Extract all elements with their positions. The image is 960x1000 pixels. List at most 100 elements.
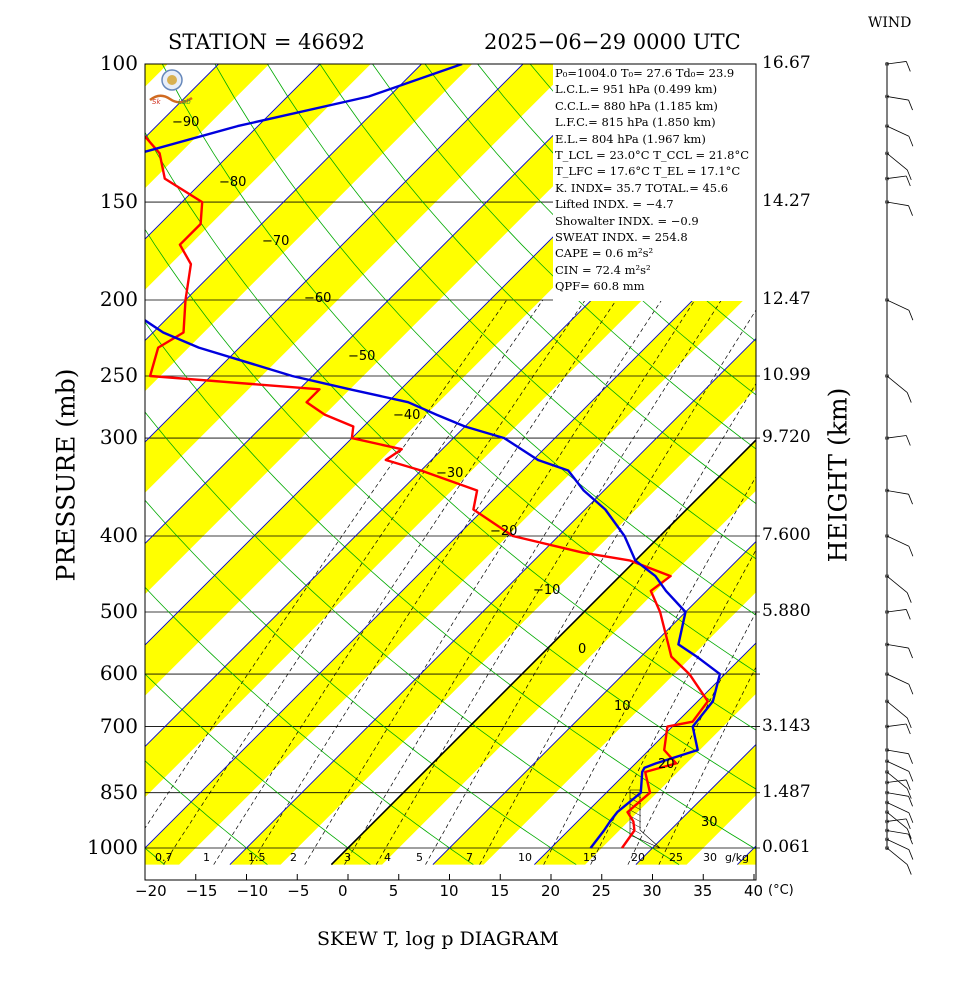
isotherm-label: −10 [533, 583, 561, 598]
mixing-ratio-line [145, 299, 508, 829]
index-line: C.C.L.= 880 hPa (1.185 km) [555, 98, 718, 113]
dry-adiabat [145, 499, 577, 865]
mixing-ratio-label: 4 [384, 851, 391, 864]
temperature-tick-label: 35 [693, 882, 713, 900]
pressure-tick-label: 850 [99, 779, 138, 804]
cape-area [629, 789, 661, 849]
temperature-tick-label: −5 [287, 882, 310, 900]
mixing-ratio-line [163, 299, 544, 865]
wind-barb [886, 375, 908, 393]
hatch-line [629, 821, 642, 829]
hatch-line [629, 803, 642, 811]
dry-adiabat [793, 64, 960, 865]
wind-barb-feather [905, 779, 911, 791]
height-tick-label: 5.880 [762, 600, 811, 621]
wind-barb [886, 847, 908, 865]
index-line: CAPE = 0.6 m²s² [555, 246, 654, 261]
dry-adiabat [145, 131, 756, 731]
pressure-tick-label: 500 [99, 598, 138, 623]
wind-barb [886, 839, 910, 850]
temperature-tick-label: 5 [388, 882, 399, 900]
wind-barb [886, 575, 908, 593]
pressure-tick-label: 250 [99, 362, 138, 387]
isotherm-label: −90 [172, 115, 200, 130]
zero-isotherm-line [330, 438, 756, 866]
pressure-tick-label: 300 [99, 425, 138, 450]
wind-barb-feather [906, 788, 912, 799]
height-tick-label: 7.600 [762, 525, 811, 545]
wind-barb-feather [906, 828, 912, 839]
mixing-ratio-label: 1.5 [248, 851, 266, 864]
height-tick-label: 14.27 [762, 191, 811, 212]
wind-barb [886, 830, 909, 835]
isotherm-line [940, 64, 960, 865]
isotherm-line [432, 540, 756, 865]
wind-barb [886, 153, 908, 171]
mixing-ratio-line [250, 299, 617, 865]
hatch-line [629, 809, 642, 817]
index-line: Lifted INDX. = −4.7 [555, 197, 674, 212]
isotherm-line [229, 337, 756, 865]
wind-barb [886, 201, 909, 207]
station-label: STATION = 46692 [168, 30, 365, 54]
wind-barb-feather [908, 796, 913, 807]
wind-barb [886, 96, 909, 101]
wind-barb [886, 701, 908, 719]
zero-isotherm [330, 438, 756, 866]
mixing-ratio-label: 7 [466, 851, 473, 864]
isotherm-line [839, 64, 960, 865]
wind-barb-feather [908, 494, 913, 505]
wind-barb [886, 723, 907, 727]
wind-barb [886, 771, 908, 789]
indices-box [553, 64, 756, 301]
wind-barb-feather [908, 546, 914, 557]
pressure-tick-label: 150 [99, 189, 138, 214]
svg-text:Sk: Sk [152, 98, 161, 106]
temperature-tick-label: 20 [541, 882, 561, 900]
plot-frame [144, 63, 757, 881]
wind-barb [886, 749, 909, 755]
sounding-series [145, 64, 722, 849]
mixing-ratio-line [344, 299, 696, 865]
temperature-unit: (°C) [768, 883, 794, 898]
mixing-ratio-label: 15 [583, 851, 597, 864]
wind-barb-feather [908, 753, 913, 764]
isotherm-label: 30 [701, 815, 718, 830]
dewpoint-line [145, 64, 722, 849]
dry-adiabat [214, 64, 756, 616]
temperature-tick-label: 25 [591, 882, 611, 900]
dry-adiabat [145, 228, 756, 790]
dry-adiabat [145, 847, 165, 865]
index-line: T_LFC = 17.6°C T_EL = 17.1°C [555, 164, 741, 179]
wind-barb-feather [905, 61, 911, 72]
dry-adiabat [145, 586, 474, 865]
isotherm-line [145, 236, 756, 849]
temperature-tick-label: 15 [490, 882, 510, 900]
yellow-band [145, 64, 473, 392]
wind-barb-feather [905, 723, 911, 735]
mixing-ratio-label: 3 [344, 851, 351, 864]
pressure-tick-label: 1000 [87, 835, 138, 859]
mixing-ratio-label: 2 [290, 851, 297, 864]
isotherm-label: 0 [578, 642, 587, 657]
isotherm-line [145, 64, 321, 240]
wind-barb [886, 609, 907, 613]
wind-barb-feather [908, 136, 914, 147]
temperature-tick-label: −20 [135, 882, 167, 900]
mixing-ratio-label: 30 [703, 851, 717, 864]
wind-barb [886, 175, 907, 179]
wind-barb-feather [906, 392, 912, 403]
dry-adiabat [319, 64, 756, 505]
isotherm-line [145, 64, 422, 342]
temperature-tick-label: −15 [185, 882, 218, 900]
mixing-ratio-label: 0.7 [155, 851, 173, 864]
yellow-band [839, 64, 960, 865]
index-line: P₀=1004.0 T₀= 27.6 Td₀= 23.9 [555, 66, 735, 80]
isotherm-label: −80 [219, 175, 247, 190]
height-tick-label: 10.99 [762, 364, 811, 385]
wind-barb [886, 779, 907, 783]
wind-barb-feather [906, 169, 912, 181]
pressure-tick-label: 600 [99, 661, 138, 686]
hatch-line [629, 827, 642, 835]
wind-barb [886, 299, 910, 311]
